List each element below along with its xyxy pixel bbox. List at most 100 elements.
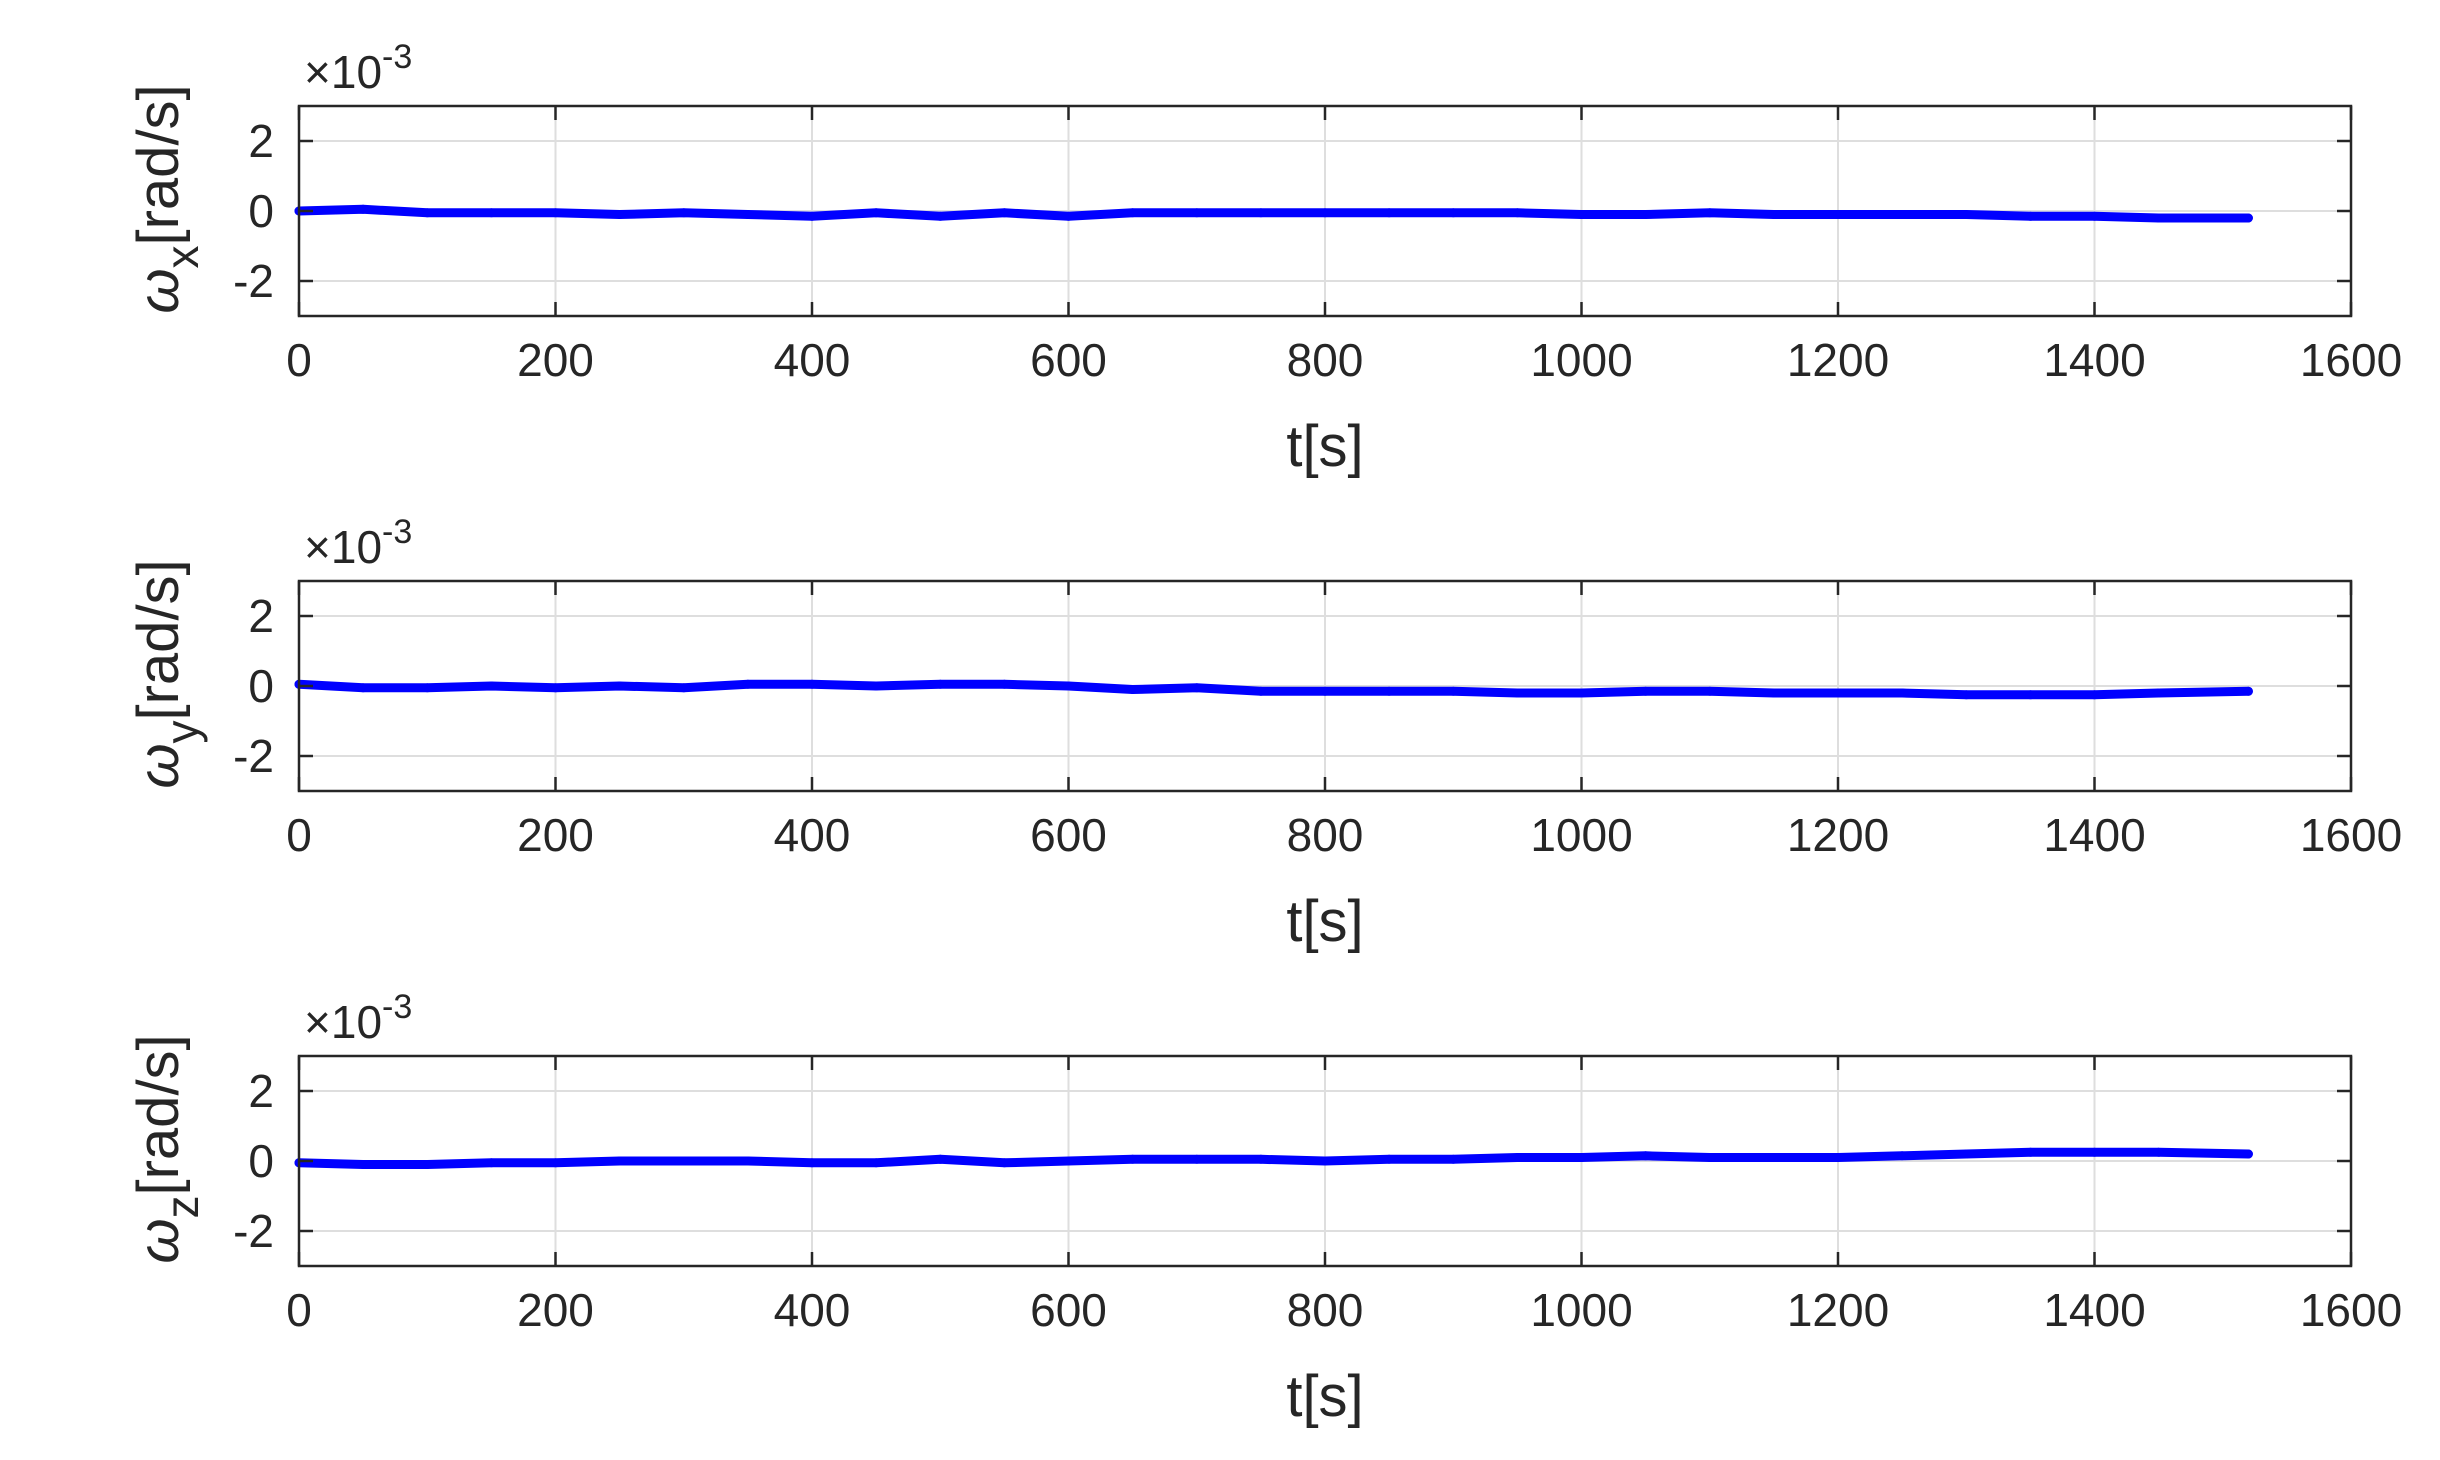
data-point	[2025, 1147, 2035, 1157]
data-point	[2154, 213, 2164, 223]
y-axis-symbol: ω	[126, 269, 191, 314]
data-point	[1064, 211, 1073, 221]
x-tick-label: 1400	[2043, 334, 2145, 386]
data-point	[1448, 1154, 1458, 1164]
x-tick-label: 800	[1287, 809, 1364, 861]
data-point	[1897, 1151, 1907, 1161]
x-tick-label: 1400	[2043, 1284, 2145, 1336]
x-tick-label: 400	[774, 809, 851, 861]
x-axis-label: t[s]	[1286, 414, 1363, 479]
y-tick-label: -2	[233, 730, 274, 782]
data-point	[1897, 688, 1907, 698]
data-point	[679, 683, 689, 693]
data-point	[1833, 1153, 1843, 1162]
y-axis-subscript: z	[156, 1196, 208, 1219]
data-point	[1641, 210, 1651, 219]
data-point	[807, 1158, 817, 1168]
data-point	[422, 1160, 432, 1169]
data-point	[1769, 1153, 1779, 1162]
data-point	[1064, 681, 1073, 691]
exponent-power: -3	[382, 513, 412, 551]
data-point	[2090, 690, 2099, 700]
chart-panel-2: 0 200 400 600 800 1000 1200 1400 160020-2×10-3t[…	[126, 513, 2402, 954]
y-axis-label: ωy[rad/s]	[126, 559, 208, 788]
y-tick-label: 0	[248, 660, 274, 712]
data-point	[1384, 686, 1394, 696]
exponent-label: ×10-3	[304, 988, 412, 1048]
data-point	[999, 208, 1009, 218]
exponent-power: -3	[382, 988, 412, 1026]
data-point	[1577, 688, 1586, 698]
data-point	[935, 211, 945, 221]
data-point	[422, 683, 432, 693]
data-point	[2090, 1147, 2099, 1157]
y-axis-unit: [rad/s]	[126, 559, 191, 720]
data-point	[551, 208, 560, 218]
data-point	[1961, 690, 1971, 700]
data-point	[2154, 1147, 2164, 1157]
data-point	[1961, 1149, 1971, 1159]
data-point	[1128, 1154, 1138, 1164]
data-point	[743, 210, 753, 219]
x-tick-label: 1600	[2300, 334, 2402, 386]
y-tick-label: 2	[248, 115, 274, 167]
data-point	[1064, 1156, 1073, 1166]
data-point	[615, 1156, 625, 1166]
data-point	[1128, 208, 1138, 218]
data-point	[1641, 1151, 1651, 1161]
series-line-1	[294, 1147, 2253, 1169]
y-tick-label: 0	[248, 1135, 274, 1187]
data-point	[871, 1158, 881, 1168]
x-tick-label: 1000	[1530, 809, 1632, 861]
y-axis-symbol: ω	[126, 744, 191, 789]
data-point	[615, 681, 625, 691]
x-tick-label: 1000	[1530, 334, 1632, 386]
x-tick-label: 1600	[2300, 1284, 2402, 1336]
chart-panel-3: 0 200 400 600 800 1000 1200 1400 160020-2×10-3t[…	[126, 988, 2402, 1429]
exponent-label: ×10-3	[304, 513, 412, 573]
data-point	[807, 679, 817, 689]
data-point	[1769, 688, 1779, 698]
data-point	[1705, 208, 1715, 218]
data-point	[743, 679, 753, 689]
data-point	[2090, 211, 2099, 221]
data-point	[1384, 1154, 1394, 1164]
x-tick-label: 1200	[1787, 334, 1889, 386]
data-point	[358, 1160, 368, 1169]
x-tick-label: 200	[517, 1284, 594, 1336]
data-point	[358, 204, 368, 214]
data-point	[422, 208, 432, 218]
y-axis-subscript: y	[156, 721, 208, 744]
x-axis-label: t[s]	[1286, 889, 1363, 954]
data-point	[615, 210, 625, 219]
data-point	[1512, 1153, 1522, 1162]
data-point	[1192, 1154, 1202, 1164]
data-point	[935, 679, 945, 689]
data-point	[1833, 688, 1843, 698]
x-tick-label: 0	[286, 1284, 312, 1336]
data-point	[679, 1156, 689, 1166]
y-tick-label: 0	[248, 185, 274, 237]
y-axis-unit: [rad/s]	[126, 84, 191, 245]
data-point	[2243, 1149, 2253, 1159]
data-point	[2025, 211, 2035, 221]
data-point	[1384, 208, 1394, 218]
data-point	[1705, 686, 1715, 696]
data-point	[1705, 1153, 1715, 1162]
data-point	[679, 208, 689, 218]
data-point	[1897, 210, 1907, 219]
data-point	[743, 1156, 753, 1166]
data-point	[1833, 210, 1843, 219]
x-tick-label: 400	[774, 1284, 851, 1336]
y-tick-label: -2	[233, 1205, 274, 1257]
data-point	[1192, 683, 1202, 693]
x-tick-label: 200	[517, 809, 594, 861]
data-point	[1256, 686, 1266, 696]
x-tick-label: 1600	[2300, 809, 2402, 861]
data-point	[1448, 686, 1458, 696]
data-point	[1512, 688, 1522, 698]
data-point	[551, 1158, 560, 1168]
y-axis-subscript: x	[156, 246, 208, 269]
data-point	[1320, 208, 1330, 218]
data-point	[1192, 208, 1202, 218]
